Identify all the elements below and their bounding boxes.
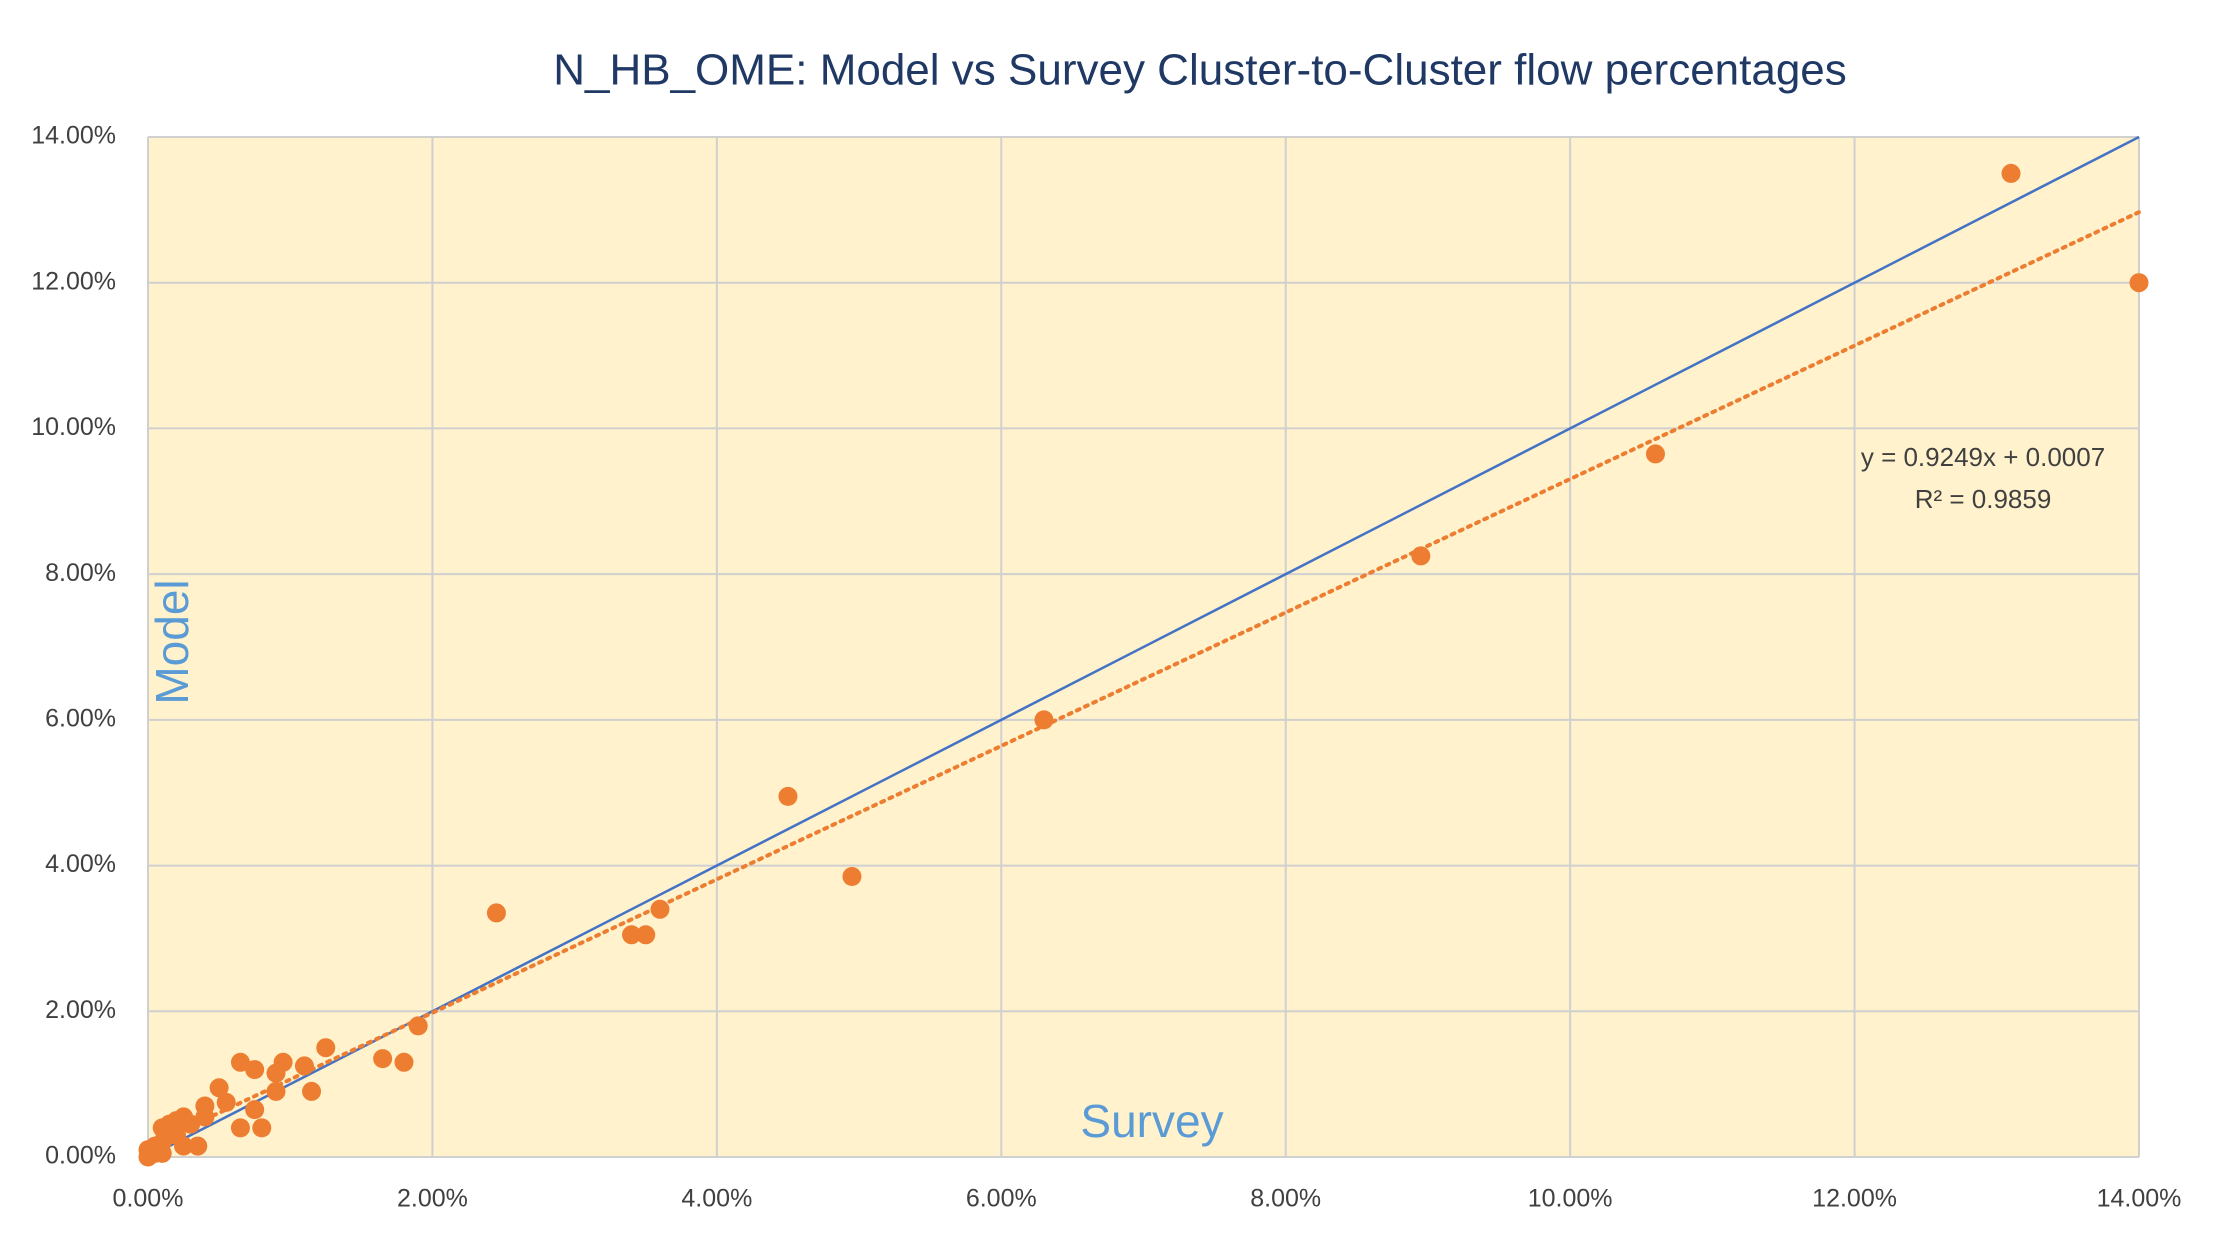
trendline-r-squared: R² = 0.9859 [1915,484,2052,514]
data-point [1034,710,1054,730]
data-point [2129,273,2149,293]
x-tick-label: 6.00% [966,1185,1037,1213]
data-point [2001,163,2021,183]
x-tick-label: 12.00% [1812,1185,1897,1213]
data-point [138,1147,158,1167]
x-tick-label: 4.00% [681,1185,752,1213]
y-tick-label: 8.00% [45,559,116,587]
y-tick-label: 12.00% [31,267,116,295]
data-point [266,1081,286,1101]
data-point [216,1092,236,1112]
data-point [842,867,862,886]
data-point [636,925,656,945]
data-point [394,1052,414,1072]
data-point [245,1100,265,1120]
x-tick-label: 2.00% [397,1185,468,1213]
data-point [245,1060,265,1080]
data-point [1645,444,1665,464]
y-tick-label: 14.00% [31,122,116,150]
data-point [209,1078,229,1098]
data-point [294,1056,314,1076]
data-point [622,925,642,945]
y-tick-label: 4.00% [45,850,116,878]
x-tick-label: 8.00% [1250,1185,1321,1213]
data-point [302,1081,322,1101]
data-point [230,1118,250,1138]
x-tick-label: 10.00% [1528,1185,1613,1213]
data-point [486,903,506,923]
data-point [230,1052,250,1072]
trendline [146,210,2141,1149]
data-point [174,1136,194,1156]
x-tick-label: 0.00% [113,1185,184,1213]
data-point [1411,546,1431,566]
chart-title: N_HB_OME: Model vs Survey Cluster-to-Clu… [553,46,1847,95]
data-point [650,899,670,919]
y-tick-label: 0.00% [45,1142,116,1170]
y-tick-label: 2.00% [45,996,116,1024]
identity-line [147,135,2140,1159]
y-tick-label: 10.00% [31,413,116,441]
y-axis-title: Model [146,579,198,704]
data-point [195,1107,215,1127]
data-point [266,1063,286,1083]
trendline-equation: y = 0.9249x + 0.0007 [1861,442,2105,472]
data-point [152,1143,172,1163]
x-tick-label: 14.00% [2097,1185,2182,1213]
data-point [408,1016,428,1036]
data-point [188,1136,208,1156]
data-point [252,1118,272,1138]
y-tick-label: 6.00% [45,704,116,732]
x-axis-title: Survey [1080,1095,1223,1147]
data-point [316,1038,336,1058]
data-point [373,1049,393,1069]
data-point [778,786,798,806]
data-point [152,1118,172,1138]
